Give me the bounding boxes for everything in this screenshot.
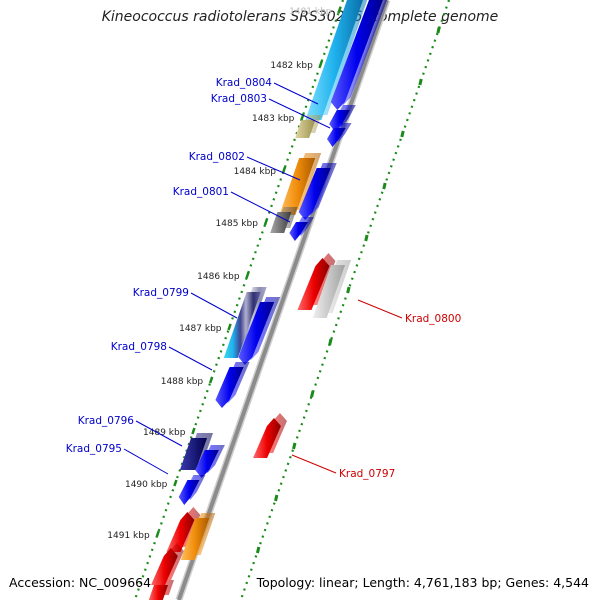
scale-tick-label: 1482 kbp [270, 61, 313, 71]
scale-tick [173, 479, 178, 487]
track-dash [436, 26, 441, 34]
leader-line [230, 191, 291, 223]
backbone-line [176, 0, 389, 600]
cds-forward [195, 450, 219, 478]
feature-khaki-krad-0803 [295, 120, 316, 138]
scale-tick-label: 1483 kbp [252, 114, 295, 124]
track-dash [292, 442, 297, 450]
gene-labels: Krad_0804 Krad_0803 Krad_0802 Krad_0801 Krad… [66, 77, 462, 480]
genome-summary-text: Topology: linear; Length: 4,761,183 bp; … [256, 575, 589, 590]
scale-tick [263, 218, 269, 226]
cds-reverse [148, 585, 169, 600]
feature-lightgray-krad-0800 [312, 265, 346, 318]
track-dash [346, 286, 351, 294]
cds-forward [298, 168, 331, 220]
scale-tick [227, 323, 232, 331]
track-dash [274, 494, 279, 502]
scale-tick [245, 271, 250, 279]
scale-tick-label: 1484 kbp [234, 167, 277, 177]
gene-label-forward: Krad_0804 [216, 77, 273, 89]
scale-tick-label: 1485 kbp [216, 219, 259, 229]
feature-gray-krad-0801 [270, 212, 292, 233]
leader-line [123, 448, 169, 475]
scale-tick-label: 1491 kbp [107, 531, 150, 541]
cds-forward [326, 128, 346, 147]
gene-label-forward: Krad_0798 [111, 341, 167, 353]
scale-tick [281, 166, 287, 174]
gene-label-reverse: Krad_0797 [339, 468, 395, 480]
cds-forward [178, 480, 200, 505]
cds-forward [289, 222, 308, 241]
track-dash [328, 338, 333, 346]
cds-reverse [166, 512, 195, 552]
gene-label-forward: Krad_0795 [66, 443, 122, 455]
scale-tick [191, 427, 196, 435]
feature-stripe-krad-0799 [223, 292, 261, 358]
scale-tick-label: 1487 kbp [179, 324, 222, 334]
scale-tick [337, 6, 342, 14]
feature-navy-krad-0796 [179, 438, 208, 470]
gene-features [148, 0, 388, 600]
feature-orange-bottom [180, 518, 210, 560]
cds-reverse [253, 418, 281, 458]
gene-label-forward: Krad_0799 [133, 287, 189, 299]
cds-reverse [151, 548, 178, 585]
track-dash [310, 390, 315, 398]
leader-line [246, 156, 301, 181]
cds-reverse [297, 258, 330, 310]
gene-label-forward: Krad_0802 [189, 151, 245, 163]
track-dash [364, 234, 369, 242]
cds-forward [215, 367, 244, 408]
feature-orange-krad-0802 [279, 158, 316, 215]
leader-line [273, 82, 319, 105]
cds-forward [238, 302, 275, 365]
leader-line [135, 420, 183, 447]
feature-cyan-krad-0804 [305, 0, 363, 120]
track-lines [133, 0, 451, 600]
scale-tick-label: 1486 kbp [197, 272, 240, 282]
scale-tick [155, 530, 160, 538]
map-title: Kineococcus radiotolerans SRS30216, comp… [101, 9, 499, 25]
gene-label-forward: Krad_0803 [211, 93, 267, 105]
leader-line [357, 299, 403, 319]
scale-tick-label: 1490 kbp [125, 480, 168, 490]
gene-label-forward: Krad_0796 [78, 415, 135, 427]
track-dash [400, 130, 405, 138]
scale-tick-label: 1489 kbp [143, 428, 186, 438]
scale-tick-label: 1488 kbp [161, 377, 204, 387]
accession-text: Accession: NC_009664 [9, 575, 152, 590]
dotted-track-right [239, 0, 451, 600]
cds-forward [329, 110, 350, 132]
track-dash [255, 546, 261, 554]
cds-forward [330, 0, 383, 110]
track-dash [382, 182, 387, 190]
scale-tick [208, 376, 214, 384]
scale-tick-label: 1481 kbp [289, 7, 332, 17]
leader-line [291, 454, 337, 474]
track-dash [418, 78, 423, 86]
gene-label-reverse: Krad_0800 [405, 313, 461, 325]
gene-label-forward: Krad_0801 [173, 186, 229, 198]
dotted-track-left [133, 0, 345, 600]
leader-line [168, 346, 213, 371]
leader-line [268, 98, 331, 129]
leader-line [190, 292, 238, 319]
scale-tick [318, 60, 323, 68]
scale-ticks: 1481 kbp 1482 kbp 1483 kbp 1484 kbp 1485 kbp… [107, 6, 342, 541]
